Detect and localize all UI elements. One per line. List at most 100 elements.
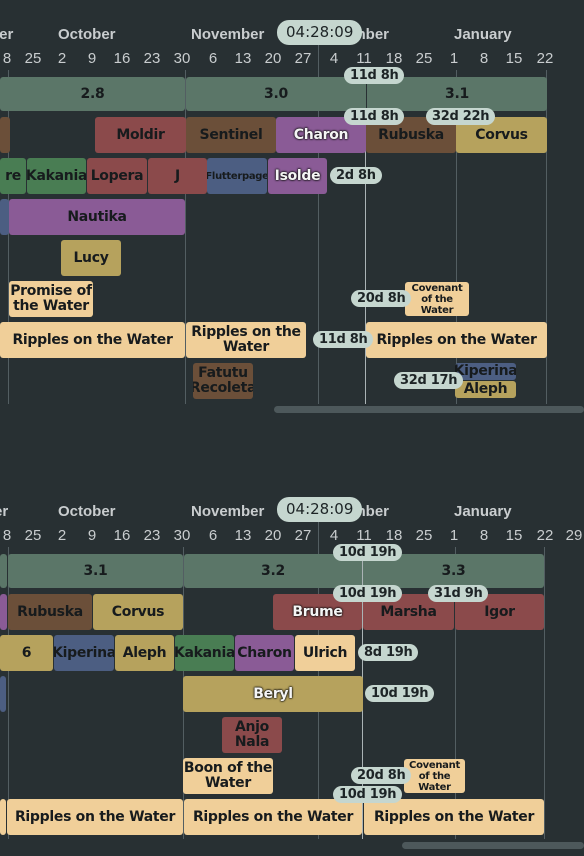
day-label: 16 bbox=[113, 527, 131, 544]
day-label: 8 bbox=[2, 527, 12, 544]
character-bar[interactable]: Aleph bbox=[115, 635, 174, 671]
current-time-badge: 04:28:09 bbox=[277, 497, 363, 522]
event-bar[interactable]: Ripples on the Water bbox=[184, 799, 362, 835]
day-label: 23 bbox=[143, 527, 161, 544]
character-bar[interactable]: Fatutu Recoleta bbox=[193, 363, 253, 399]
countdown-badge: 11d 8h bbox=[344, 108, 405, 125]
day-label: 6 bbox=[208, 50, 218, 67]
day-label: 6 bbox=[208, 527, 218, 544]
character-bar[interactable] bbox=[0, 676, 6, 712]
grid-line bbox=[318, 40, 319, 404]
character-bar[interactable]: Corvus bbox=[93, 594, 183, 630]
day-label: 25 bbox=[415, 50, 433, 67]
day-label: 1 bbox=[449, 50, 459, 67]
countdown-badge: 10d 19h bbox=[333, 786, 403, 803]
character-bar[interactable]: Anjo Nala bbox=[222, 717, 282, 753]
character-bar[interactable]: 6 bbox=[0, 635, 53, 671]
countdown-badge: 2d 8h bbox=[330, 167, 382, 184]
day-label: 4 bbox=[329, 50, 339, 67]
character-bar[interactable]: Nautika bbox=[9, 199, 185, 235]
day-label: 27 bbox=[294, 527, 312, 544]
day-label: 30 bbox=[173, 50, 191, 67]
grid-line bbox=[456, 70, 457, 404]
event-bar[interactable]: Boon of the Water bbox=[183, 758, 273, 794]
grid-line bbox=[8, 547, 9, 839]
day-label: 25 bbox=[24, 527, 42, 544]
countdown-badge: 10d 19h bbox=[365, 685, 435, 702]
version-bar[interactable]: 3.2 bbox=[184, 554, 362, 588]
day-label: 22 bbox=[536, 527, 554, 544]
character-bar[interactable]: Ulrich bbox=[295, 635, 355, 671]
event-bar[interactable]: Covenant of the Water bbox=[404, 759, 465, 793]
event-bar[interactable]: Promise of the Water bbox=[9, 281, 93, 317]
character-bar[interactable]: Isolde bbox=[268, 158, 327, 194]
day-label: 18 bbox=[385, 527, 403, 544]
event-bar[interactable]: Ripples on the Water bbox=[0, 322, 185, 358]
countdown-badge: 10d 19h bbox=[333, 544, 403, 561]
character-bar[interactable]: Sentinel bbox=[186, 117, 276, 153]
current-time-line bbox=[365, 70, 366, 404]
character-bar[interactable]: Flutterpage bbox=[207, 158, 267, 194]
character-bar[interactable]: Kiperina bbox=[54, 635, 114, 671]
day-label: 23 bbox=[143, 50, 161, 67]
event-bar[interactable]: Ripples on the Water bbox=[366, 322, 547, 358]
day-label: 30 bbox=[173, 527, 191, 544]
day-label: 13 bbox=[234, 527, 252, 544]
character-bar[interactable]: Lopera bbox=[87, 158, 147, 194]
character-bar[interactable]: re bbox=[0, 158, 26, 194]
event-bar[interactable] bbox=[0, 799, 6, 835]
character-bar[interactable] bbox=[0, 117, 10, 153]
day-label: 22 bbox=[536, 50, 554, 67]
day-label: 15 bbox=[505, 50, 523, 67]
horizontal-scrollbar[interactable] bbox=[274, 406, 584, 413]
character-bar[interactable]: J bbox=[148, 158, 207, 194]
countdown-badge: 32d 22h bbox=[426, 108, 496, 125]
character-bar[interactable] bbox=[0, 594, 7, 630]
day-label: 9 bbox=[87, 527, 97, 544]
day-label: 11 bbox=[356, 50, 372, 67]
event-bar[interactable]: Ripples on the Water bbox=[364, 799, 544, 835]
day-label: 29 bbox=[565, 527, 583, 544]
day-label: 8 bbox=[479, 50, 489, 67]
character-bar[interactable]: Aleph bbox=[455, 381, 516, 398]
month-label: January bbox=[454, 26, 512, 43]
day-label: 25 bbox=[415, 527, 433, 544]
character-bar[interactable]: Moldir bbox=[95, 117, 186, 153]
day-label: 11 bbox=[356, 527, 372, 544]
version-bar[interactable] bbox=[0, 554, 7, 588]
month-label: ber bbox=[0, 26, 14, 43]
event-bar[interactable]: Covenant of the Water bbox=[405, 282, 469, 316]
timeline-panel-1: ber October November ember January 8 25 … bbox=[0, 0, 584, 420]
day-label: 18 bbox=[385, 50, 403, 67]
character-bar[interactable]: Beryl bbox=[183, 676, 363, 712]
day-label: 2 bbox=[57, 50, 67, 67]
month-label: er bbox=[0, 503, 9, 520]
event-bar[interactable]: Ripples on the Water bbox=[186, 322, 306, 358]
version-bar[interactable]: 2.8 bbox=[0, 77, 185, 111]
day-label: 1 bbox=[449, 527, 459, 544]
countdown-badge: 8d 19h bbox=[358, 644, 419, 661]
character-bar[interactable] bbox=[0, 199, 9, 235]
day-label: 20 bbox=[264, 527, 282, 544]
grid-line bbox=[185, 70, 186, 404]
character-bar[interactable]: Rubuska bbox=[8, 594, 92, 630]
countdown-badge: 32d 17h bbox=[394, 372, 464, 389]
version-bar[interactable]: 3.0 bbox=[186, 77, 366, 111]
horizontal-scrollbar[interactable] bbox=[402, 842, 584, 849]
month-label: November bbox=[191, 503, 265, 520]
day-label: 15 bbox=[505, 527, 523, 544]
month-label: October bbox=[58, 503, 116, 520]
day-label: 8 bbox=[479, 527, 489, 544]
character-bar[interactable]: Kiperina bbox=[455, 363, 516, 380]
character-bar[interactable]: Kakania bbox=[175, 635, 234, 671]
countdown-badge: 11d 8h bbox=[344, 67, 405, 84]
day-label: 13 bbox=[234, 50, 252, 67]
character-bar[interactable]: Lucy bbox=[61, 240, 121, 276]
character-bar[interactable]: Charon bbox=[235, 635, 294, 671]
day-label: 9 bbox=[87, 50, 97, 67]
countdown-badge: 11d 8h bbox=[313, 331, 374, 348]
month-label: January bbox=[454, 503, 512, 520]
character-bar[interactable]: Kakania bbox=[27, 158, 86, 194]
version-bar[interactable]: 3.1 bbox=[8, 554, 183, 588]
event-bar[interactable]: Ripples on the Water bbox=[7, 799, 183, 835]
